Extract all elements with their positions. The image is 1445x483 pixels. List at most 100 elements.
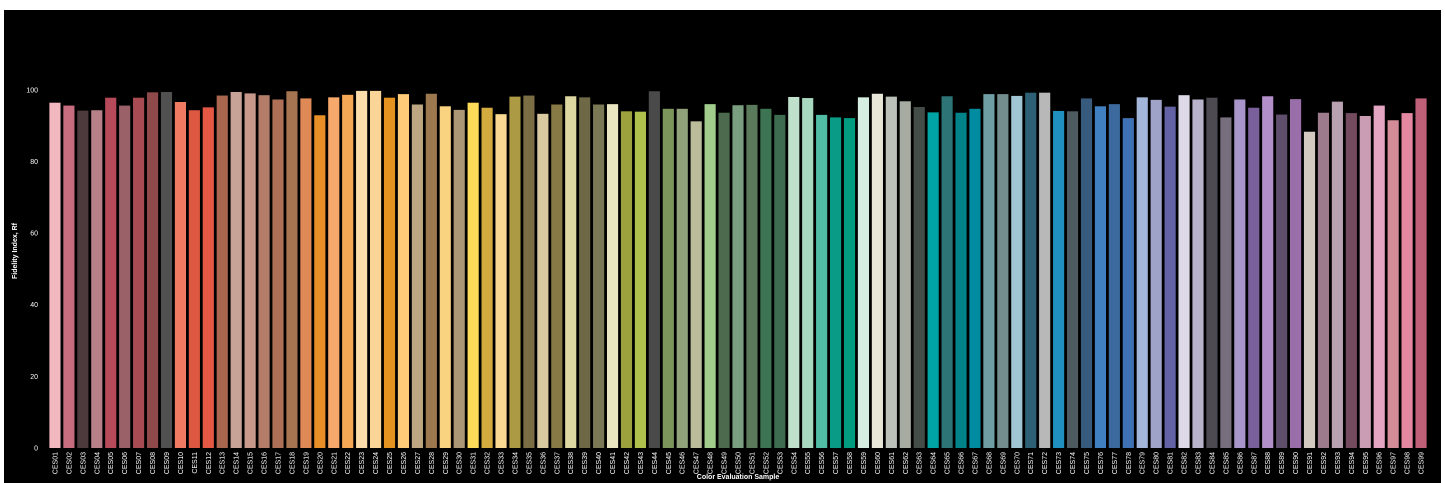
bar[interactable]	[565, 96, 577, 449]
bar[interactable]	[746, 104, 758, 449]
bar[interactable]	[1066, 111, 1079, 448]
bar[interactable]	[328, 97, 340, 448]
bar[interactable]	[774, 114, 786, 448]
bar[interactable]	[439, 106, 451, 448]
bar[interactable]	[593, 104, 605, 449]
bar[interactable]	[1248, 107, 1260, 448]
bar[interactable]	[63, 105, 75, 448]
bar[interactable]	[885, 96, 897, 449]
bar[interactable]	[425, 93, 437, 448]
bar[interactable]	[146, 92, 159, 448]
bar[interactable]	[1276, 114, 1288, 448]
bar[interactable]	[718, 112, 730, 449]
bar[interactable]	[77, 110, 89, 448]
bar[interactable]	[1122, 118, 1134, 449]
bar[interactable]	[244, 93, 256, 449]
bar[interactable]	[606, 104, 619, 449]
bar[interactable]	[843, 118, 856, 449]
bar[interactable]	[704, 104, 716, 449]
bar[interactable]	[1345, 113, 1357, 448]
bar[interactable]	[174, 102, 186, 448]
bar[interactable]	[272, 99, 284, 449]
bar[interactable]	[91, 110, 103, 448]
bar[interactable]	[286, 91, 298, 448]
bar[interactable]	[1053, 110, 1065, 448]
bar[interactable]	[160, 91, 173, 448]
bar[interactable]	[481, 107, 493, 448]
bar[interactable]	[662, 108, 674, 449]
bar[interactable]	[551, 104, 563, 449]
bar[interactable]	[1387, 120, 1399, 448]
bar[interactable]	[1331, 101, 1343, 448]
bar[interactable]	[899, 101, 911, 448]
bar[interactable]	[1039, 92, 1051, 449]
bar[interactable]	[1136, 97, 1148, 448]
bar[interactable]	[300, 98, 312, 448]
bar[interactable]	[1164, 106, 1176, 449]
bar[interactable]	[314, 115, 326, 448]
bar[interactable]	[1206, 97, 1218, 448]
bar[interactable]	[871, 93, 883, 448]
bar[interactable]	[537, 113, 549, 448]
bar[interactable]	[188, 110, 200, 448]
bar[interactable]	[913, 107, 925, 448]
bar[interactable]	[1401, 113, 1413, 448]
bar[interactable]	[370, 90, 382, 448]
bar[interactable]	[857, 97, 870, 448]
bar[interactable]	[1290, 99, 1302, 448]
bar[interactable]	[941, 96, 953, 449]
x-tick-label: CES44	[652, 452, 659, 474]
bar[interactable]	[1234, 99, 1246, 449]
bar[interactable]	[1192, 99, 1204, 449]
bar[interactable]	[830, 117, 842, 449]
bar[interactable]	[620, 111, 633, 448]
bar[interactable]	[1011, 95, 1023, 448]
bar[interactable]	[927, 112, 939, 448]
bar[interactable]	[467, 102, 479, 449]
bar[interactable]	[1415, 98, 1427, 448]
bar[interactable]	[579, 97, 591, 448]
bar[interactable]	[1178, 95, 1190, 448]
bar[interactable]	[397, 94, 410, 449]
bar[interactable]	[495, 114, 507, 449]
bar[interactable]	[1359, 115, 1371, 448]
bar[interactable]	[1108, 104, 1120, 449]
bar[interactable]	[969, 108, 981, 449]
bar[interactable]	[509, 96, 521, 449]
bar[interactable]	[411, 104, 423, 449]
bar[interactable]	[648, 91, 660, 448]
bar[interactable]	[1094, 106, 1106, 448]
bar[interactable]	[1303, 131, 1316, 448]
bar[interactable]	[676, 108, 688, 449]
bar[interactable]	[983, 94, 995, 449]
bar[interactable]	[356, 90, 368, 448]
bar[interactable]	[732, 105, 744, 448]
bar[interactable]	[955, 112, 967, 449]
bar[interactable]	[216, 95, 228, 449]
bar[interactable]	[760, 108, 772, 449]
bar[interactable]	[1025, 92, 1037, 449]
bar[interactable]	[133, 97, 145, 448]
bar[interactable]	[258, 95, 270, 448]
bar[interactable]	[997, 94, 1009, 449]
bar[interactable]	[453, 109, 465, 448]
bar[interactable]	[690, 121, 702, 448]
bar[interactable]	[119, 105, 131, 448]
bar[interactable]	[49, 102, 61, 449]
bar[interactable]	[1150, 99, 1162, 448]
bar[interactable]	[202, 107, 214, 449]
bar[interactable]	[1220, 117, 1232, 449]
bar[interactable]	[1080, 98, 1093, 448]
bar[interactable]	[1262, 96, 1274, 449]
bar[interactable]	[230, 91, 242, 448]
bar[interactable]	[105, 97, 117, 448]
bar[interactable]	[1373, 105, 1385, 448]
bar[interactable]	[383, 97, 396, 448]
bar[interactable]	[342, 94, 354, 448]
bar[interactable]	[634, 111, 646, 449]
bar[interactable]	[788, 96, 800, 448]
bar[interactable]	[802, 98, 814, 448]
bar[interactable]	[1317, 112, 1330, 449]
bar[interactable]	[523, 95, 535, 449]
bar[interactable]	[816, 114, 828, 448]
